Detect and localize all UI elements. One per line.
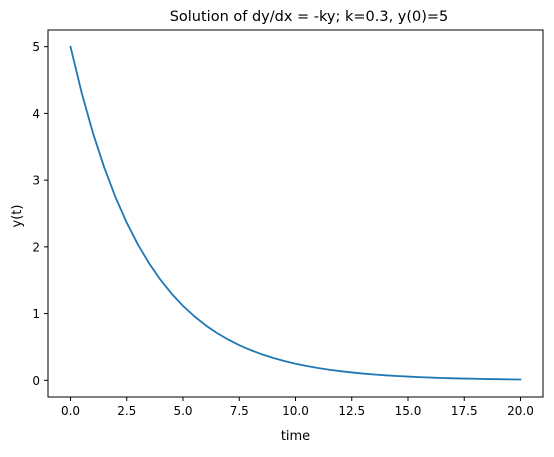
chart-title: Solution of dy/dx = -ky; k=0.3, y(0)=5 <box>170 9 449 25</box>
x-tick-label: 12.5 <box>338 404 365 418</box>
y-tick-label: 5 <box>32 40 40 54</box>
y-axis-label: y(t) <box>10 205 25 228</box>
series-line <box>69 45 522 381</box>
y-tick-label: 1 <box>32 307 40 321</box>
x-tick-label: 7.5 <box>230 404 249 418</box>
y-axis-ticks: 0 1 2 3 4 5 <box>32 40 48 388</box>
x-tick-label: 5.0 <box>173 404 192 418</box>
x-tick-label: 10.0 <box>282 404 309 418</box>
x-axis-label: time <box>281 429 310 444</box>
y-tick-label: 2 <box>32 240 40 254</box>
y-tick-label: 3 <box>32 174 40 188</box>
plot-frame <box>47 29 544 398</box>
x-tick-label: 20.0 <box>507 404 534 418</box>
x-tick-label: 17.5 <box>451 404 478 418</box>
x-tick-label: 15.0 <box>395 404 422 418</box>
x-tick-label: 2.5 <box>117 404 136 418</box>
y-tick-label: 0 <box>32 374 40 388</box>
y-tick-label: 4 <box>32 107 40 121</box>
x-tick-label: 0.0 <box>61 404 80 418</box>
x-axis-ticks: 0.0 2.5 5.0 7.5 10.0 12.5 15.0 17.5 20.0 <box>61 397 534 418</box>
